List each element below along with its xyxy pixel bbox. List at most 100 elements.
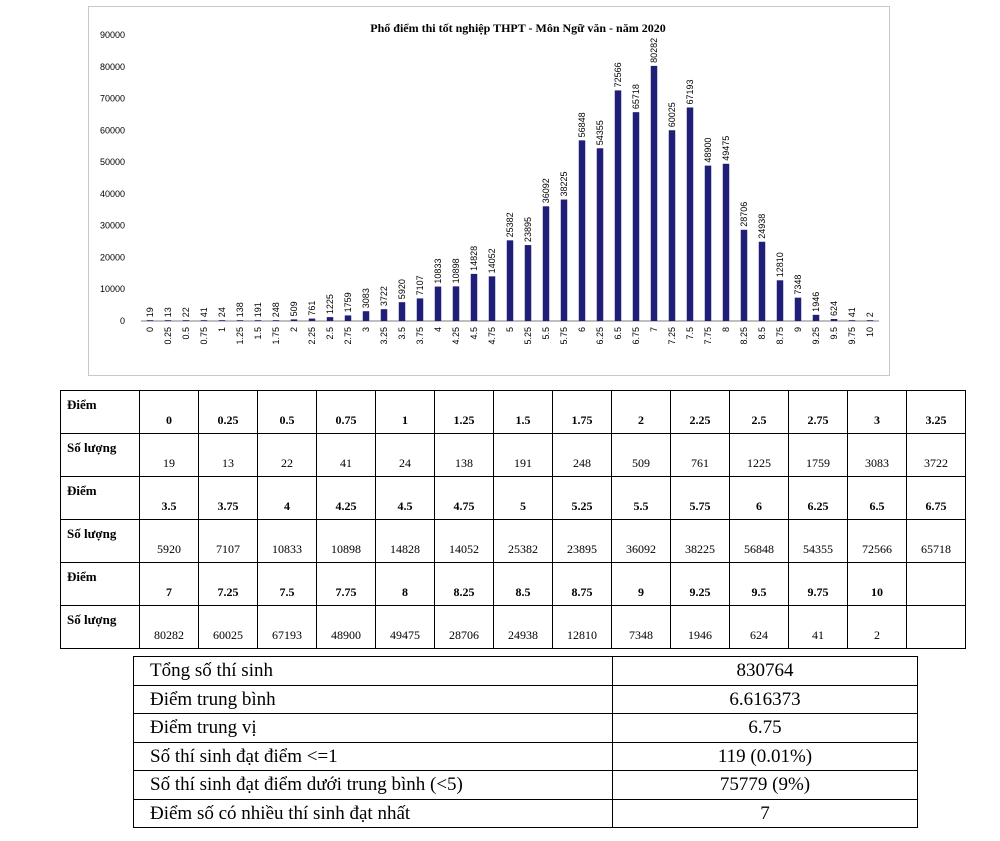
data-label: 10833 <box>433 259 443 284</box>
x-tick-label: 2.5 <box>325 327 335 340</box>
count-cell: 65718 <box>906 519 966 563</box>
bar <box>326 317 334 321</box>
data-label: 24 <box>217 307 227 317</box>
data-label: 509 <box>289 301 299 316</box>
data-label: 7107 <box>415 275 425 295</box>
data-label: 25382 <box>505 212 515 237</box>
score-cell: 3.5 <box>139 476 199 520</box>
data-label: 48900 <box>703 138 713 163</box>
table-row: Số lượng 5920 7107 10833 10898 14828 14052 2538… <box>60 519 966 563</box>
x-tick-label: 3.5 <box>397 327 407 340</box>
x-tick-label: 3 <box>361 327 371 332</box>
chart-panel: Phổ điểm thi tốt nghiệp THPT - Môn Ngữ v… <box>88 6 890 376</box>
count-cell: 1759 <box>788 433 848 477</box>
table-row: Điểm 0 0.25 0.5 0.75 1 1.25 1.5 1.75 2 2.25 2.5 2.75… <box>60 390 966 434</box>
bar <box>578 140 586 321</box>
score-cell: 5.25 <box>552 476 612 520</box>
bar <box>308 318 316 321</box>
data-label: 138 <box>235 302 245 317</box>
stat-value: 6.616373 <box>612 684 918 714</box>
x-tick-label: 3.75 <box>415 327 425 345</box>
score-cell: 1.25 <box>434 390 494 434</box>
x-tick-label: 1.75 <box>271 327 281 345</box>
data-label: 72566 <box>613 62 623 87</box>
bar <box>596 148 604 321</box>
score-cell: 2.5 <box>729 390 789 434</box>
y-tick-label: 10000 <box>100 284 125 294</box>
bars <box>146 65 874 322</box>
stat-label: Số thí sinh đạt điểm <=1 <box>133 741 613 771</box>
count-cell: 7107 <box>198 519 258 563</box>
x-tick-label: 2.25 <box>307 327 317 345</box>
score-cell: 7.25 <box>198 562 258 606</box>
count-cell: 2 <box>847 605 907 649</box>
stat-value: 119 (0.01%) <box>612 741 918 771</box>
data-label: 14828 <box>469 246 479 271</box>
data-label: 1759 <box>343 292 353 312</box>
x-tick-label: 7.5 <box>685 327 695 340</box>
data-labels: 19 13 22 41 24 138 191 248 509 761 1225 1759 3083 372… <box>145 38 875 317</box>
x-tick-label: 4.5 <box>469 327 479 340</box>
x-tick-label: 3.25 <box>379 327 389 345</box>
data-label: 65718 <box>631 84 641 109</box>
count-cell: 1225 <box>729 433 789 477</box>
count-cell: 10898 <box>316 519 376 563</box>
count-cell: 13 <box>198 433 258 477</box>
bar <box>812 314 820 321</box>
x-tick-label: 2 <box>289 327 299 332</box>
x-tick-label: 8.5 <box>757 327 767 340</box>
score-cell: 5.75 <box>670 476 730 520</box>
data-label: 12810 <box>775 252 785 277</box>
count-cell: 38225 <box>670 519 730 563</box>
score-distribution-table: Điểm 0 0.25 0.5 0.75 1 1.25 1.5 1.75 2 2.25 2.5 2.75… <box>60 390 966 649</box>
x-tick-label: 1.5 <box>253 327 263 340</box>
data-label: 80282 <box>649 38 659 63</box>
data-label: 60025 <box>667 102 677 127</box>
score-cell: 9.5 <box>729 562 789 606</box>
score-cell: 2.75 <box>788 390 848 434</box>
bar <box>488 276 496 321</box>
count-cell: 23895 <box>552 519 612 563</box>
bar <box>776 280 784 321</box>
y-tick-label: 70000 <box>100 94 125 104</box>
x-tick-label: 7 <box>649 327 659 332</box>
y-axis: 0 10000 20000 30000 40000 50000 60000 70000 8000… <box>100 30 125 326</box>
data-label: 7348 <box>793 275 803 295</box>
bar <box>614 90 622 322</box>
x-tick-label: 8 <box>721 327 731 332</box>
count-cell: 41 <box>316 433 376 477</box>
y-tick-label: 40000 <box>100 189 125 199</box>
data-label: 10898 <box>451 258 461 283</box>
count-cell: 1946 <box>670 605 730 649</box>
x-tick-label: 8.25 <box>739 327 749 345</box>
score-cell: 6.25 <box>788 476 848 520</box>
score-cell <box>906 562 966 606</box>
x-tick-label: 0.75 <box>199 327 209 345</box>
count-cell: 36092 <box>611 519 671 563</box>
x-tick-label: 5.5 <box>541 327 551 340</box>
bar <box>254 320 262 321</box>
bar <box>416 298 424 321</box>
count-cell: 28706 <box>434 605 494 649</box>
table-row: Điểm trung bình 6.616373 <box>133 684 918 714</box>
bar <box>218 320 226 321</box>
count-cell: 25382 <box>493 519 553 563</box>
statistics-table: Tổng số thí sinh 830764 Điểm trung bình 6.6… <box>133 656 918 828</box>
x-tick-label: 4 <box>433 327 443 332</box>
data-label: 248 <box>271 302 281 317</box>
score-cell: 6.75 <box>906 476 966 520</box>
score-cell: 3.75 <box>198 476 258 520</box>
count-cell: 3722 <box>906 433 966 477</box>
bar <box>542 206 550 321</box>
bar <box>398 302 406 321</box>
count-cell: 248 <box>552 433 612 477</box>
count-cell: 14828 <box>375 519 435 563</box>
bar <box>434 286 442 321</box>
score-cell: 3 <box>847 390 907 434</box>
x-tick-label: 6.75 <box>631 327 641 345</box>
count-cell: 72566 <box>847 519 907 563</box>
count-cell: 761 <box>670 433 730 477</box>
data-label: 3083 <box>361 288 371 308</box>
bar <box>758 241 766 321</box>
bar <box>686 107 694 321</box>
